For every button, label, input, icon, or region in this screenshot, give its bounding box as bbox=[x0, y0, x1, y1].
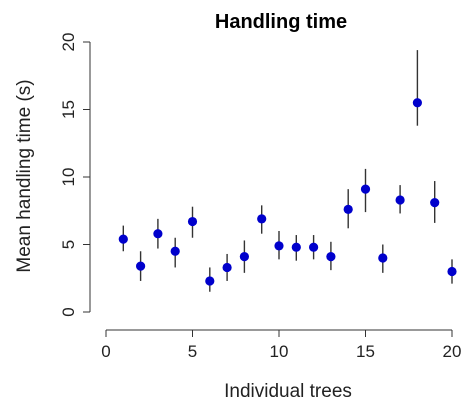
data-point bbox=[170, 246, 180, 256]
x-tick-label: 10 bbox=[270, 342, 289, 361]
data-point bbox=[378, 253, 388, 263]
x-axis: 0 5 10 15 20 bbox=[101, 329, 462, 361]
data-points bbox=[118, 50, 457, 292]
data-point bbox=[118, 234, 128, 244]
data-point bbox=[222, 262, 232, 273]
data-point bbox=[326, 252, 336, 262]
y-axis-label: Mean handling time (s) bbox=[14, 79, 35, 272]
data-point bbox=[136, 261, 146, 271]
data-point bbox=[430, 198, 440, 208]
x-axis-label: Individual trees bbox=[224, 381, 352, 402]
data-point bbox=[309, 242, 319, 252]
data-point bbox=[395, 195, 405, 205]
y-tick-label: 15 bbox=[59, 100, 78, 119]
y-tick-label: 0 bbox=[59, 307, 78, 316]
y-tick-label: 20 bbox=[59, 33, 78, 52]
data-point bbox=[187, 216, 198, 227]
data-point bbox=[343, 204, 353, 214]
data-point bbox=[412, 98, 422, 108]
y-tick-label: 5 bbox=[59, 240, 78, 249]
data-point bbox=[153, 229, 163, 239]
data-point bbox=[239, 252, 249, 262]
x-tick-label: 5 bbox=[188, 342, 197, 361]
y-tick-label: 10 bbox=[59, 168, 78, 187]
x-tick-label: 0 bbox=[101, 342, 110, 361]
data-point bbox=[360, 184, 371, 194]
y-axis: 0 5 10 15 20 bbox=[59, 33, 91, 317]
data-point bbox=[447, 266, 457, 277]
chart-title: Handling time bbox=[215, 11, 347, 33]
x-tick-label: 20 bbox=[443, 342, 462, 361]
data-point bbox=[205, 276, 215, 286]
data-point bbox=[291, 242, 301, 252]
plot-area bbox=[89, 24, 465, 338]
data-point bbox=[274, 241, 284, 251]
x-tick-label: 15 bbox=[356, 342, 375, 361]
data-point bbox=[257, 214, 267, 224]
